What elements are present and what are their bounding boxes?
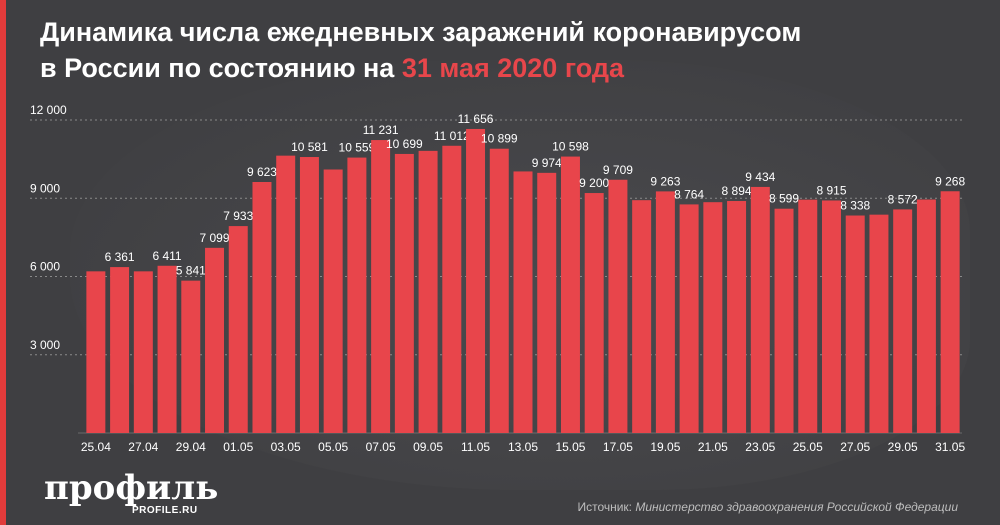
bar [679, 204, 699, 433]
x-tick-label: 13.05 [508, 440, 538, 454]
title-line-1: Динамика числа ежедневных заражений коро… [40, 17, 802, 47]
bar [774, 208, 794, 433]
data-label: 11 656 [458, 112, 494, 126]
source-label: Источник: [577, 500, 636, 514]
x-tick-label: 19.05 [650, 440, 680, 454]
bar [916, 199, 936, 433]
data-label: 8 894 [722, 184, 752, 198]
data-label: 9 709 [603, 163, 633, 177]
bar [513, 171, 533, 433]
accent-bar [0, 0, 6, 525]
data-label: 9 434 [745, 170, 775, 184]
data-label: 9 268 [935, 174, 965, 188]
x-tick-label: 31.05 [935, 440, 965, 454]
bar [798, 199, 818, 433]
x-tick-label: 25.04 [81, 440, 111, 454]
x-tick-label: 29.05 [888, 440, 918, 454]
data-label: 10 598 [552, 140, 589, 154]
y-tick-label: 12 000 [30, 103, 67, 117]
x-tick-label: 15.05 [555, 440, 585, 454]
bar [655, 191, 675, 433]
data-label: 9 623 [247, 165, 277, 179]
bar [299, 157, 319, 433]
bar [632, 200, 652, 433]
bar [750, 186, 770, 433]
data-label: 8 572 [888, 192, 918, 206]
bar [157, 265, 177, 433]
data-label: 7 933 [223, 209, 253, 223]
x-tick-label: 17.05 [603, 440, 633, 454]
title-date-highlight: 31 мая 2020 года [401, 53, 624, 83]
bar [489, 148, 509, 433]
y-tick-label: 6 000 [30, 260, 60, 274]
bar [940, 191, 960, 433]
bar [560, 156, 580, 433]
data-label: 7 099 [199, 231, 229, 245]
title-line-2-prefix: в России по состоянию на [40, 53, 402, 83]
bar [537, 172, 557, 433]
bar [703, 202, 723, 433]
x-tick-label: 25.05 [793, 440, 823, 454]
bar [252, 182, 272, 433]
data-label: 9 263 [650, 174, 680, 188]
data-label: 11 231 [363, 123, 399, 137]
title-line-2: в России по состоянию на 31 мая 2020 год… [40, 50, 980, 86]
x-tick-label: 29.04 [176, 440, 206, 454]
bar [727, 201, 747, 433]
data-label: 10 699 [386, 137, 423, 151]
x-tick-label: 27.04 [128, 440, 158, 454]
x-tick-label: 11.05 [461, 440, 490, 454]
data-label: 8 915 [816, 183, 846, 197]
data-label: 8 338 [840, 199, 870, 213]
data-label: 10 899 [481, 132, 518, 146]
x-tick-label: 21.05 [698, 440, 728, 454]
source-note: Источник: Министерство здравоохранения Р… [577, 500, 958, 514]
x-tick-label: 01.05 [223, 440, 253, 454]
x-tick-label: 27.05 [840, 440, 870, 454]
data-label: 5 841 [176, 264, 206, 278]
x-tick-label: 07.05 [366, 440, 396, 454]
y-tick-label: 9 000 [30, 181, 60, 195]
bar [205, 247, 225, 433]
bar [893, 209, 913, 433]
bar [276, 155, 296, 433]
x-tick-label: 05.05 [318, 440, 348, 454]
data-label: 9 974 [532, 156, 562, 170]
bar [86, 271, 106, 433]
bar [821, 200, 841, 433]
data-label: 10 559 [339, 141, 376, 155]
bar [584, 193, 604, 433]
profile-logo: профиль [44, 468, 219, 508]
data-label: 6 411 [152, 249, 181, 263]
bar [394, 153, 414, 433]
source-text: Министерство здравоохранения Российской … [635, 500, 958, 514]
y-tick-label: 3 000 [30, 338, 60, 352]
data-label: 8 599 [769, 192, 799, 206]
bar [442, 145, 462, 434]
x-tick-label: 09.05 [413, 440, 443, 454]
bar [869, 214, 889, 433]
bar [845, 215, 865, 433]
bar [466, 128, 486, 434]
data-label: 10 581 [291, 140, 328, 154]
x-tick-label: 03.05 [271, 440, 301, 454]
chart-title: Динамика числа ежедневных заражений коро… [40, 14, 980, 86]
data-label: 8 764 [674, 187, 704, 201]
bar [181, 280, 201, 433]
bar [418, 150, 438, 434]
data-label: 9 200 [579, 176, 609, 190]
data-label: 11 012 [434, 129, 470, 143]
bar [228, 226, 248, 433]
bar [371, 140, 391, 433]
data-label: 6 361 [105, 250, 135, 264]
bar [133, 271, 153, 433]
bar [323, 169, 343, 433]
bar [110, 267, 130, 433]
profile-site: PROFILE.RU [132, 505, 198, 516]
bar [608, 179, 628, 433]
x-tick-label: 23.05 [745, 440, 775, 454]
bar [347, 157, 367, 433]
